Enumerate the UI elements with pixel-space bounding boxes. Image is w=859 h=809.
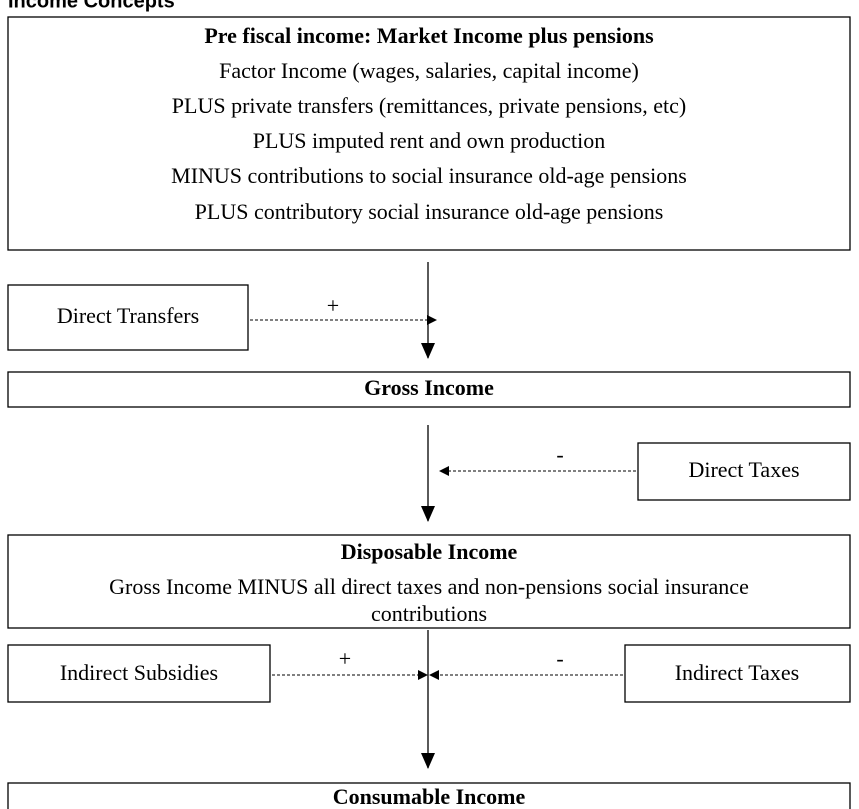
- box-title: Pre fiscal income: Market Income plus pe…: [204, 23, 654, 48]
- box-line: Factor Income (wages, salaries, capital …: [219, 58, 639, 83]
- sign: +: [339, 646, 351, 671]
- indirect-subsidies-box: [7, 644, 271, 703]
- direct-taxes-box: [637, 442, 851, 501]
- box-label: Indirect Subsidies: [60, 660, 218, 685]
- consumable-income-box: [7, 782, 851, 809]
- pre-fiscal-box: [7, 16, 851, 251]
- box-title: Consumable Income: [333, 784, 526, 809]
- disposable-income-box: [7, 534, 851, 629]
- box-line: contributions: [371, 601, 487, 626]
- box-label: Direct Taxes: [688, 457, 799, 482]
- sign: -: [556, 646, 563, 671]
- caption: Income Concepts: [8, 0, 175, 12]
- box-label: Indirect Taxes: [675, 660, 800, 685]
- box-line: PLUS private transfers (remittances, pri…: [172, 93, 686, 118]
- gross-income-box: [7, 371, 851, 408]
- box-title: Gross Income: [364, 375, 494, 400]
- box-title: Disposable Income: [341, 539, 518, 564]
- direct-transfers-box: [7, 284, 249, 351]
- box-label: Direct Transfers: [57, 303, 199, 328]
- indirect-taxes-box: [624, 644, 851, 703]
- box-line: MINUS contributions to social insurance …: [171, 163, 687, 188]
- sign: -: [556, 442, 563, 467]
- box-line: PLUS imputed rent and own production: [253, 128, 606, 153]
- box-line: PLUS contributory social insurance old-a…: [195, 199, 664, 224]
- box-line: Gross Income MINUS all direct taxes and …: [109, 574, 749, 599]
- sign: +: [327, 293, 339, 318]
